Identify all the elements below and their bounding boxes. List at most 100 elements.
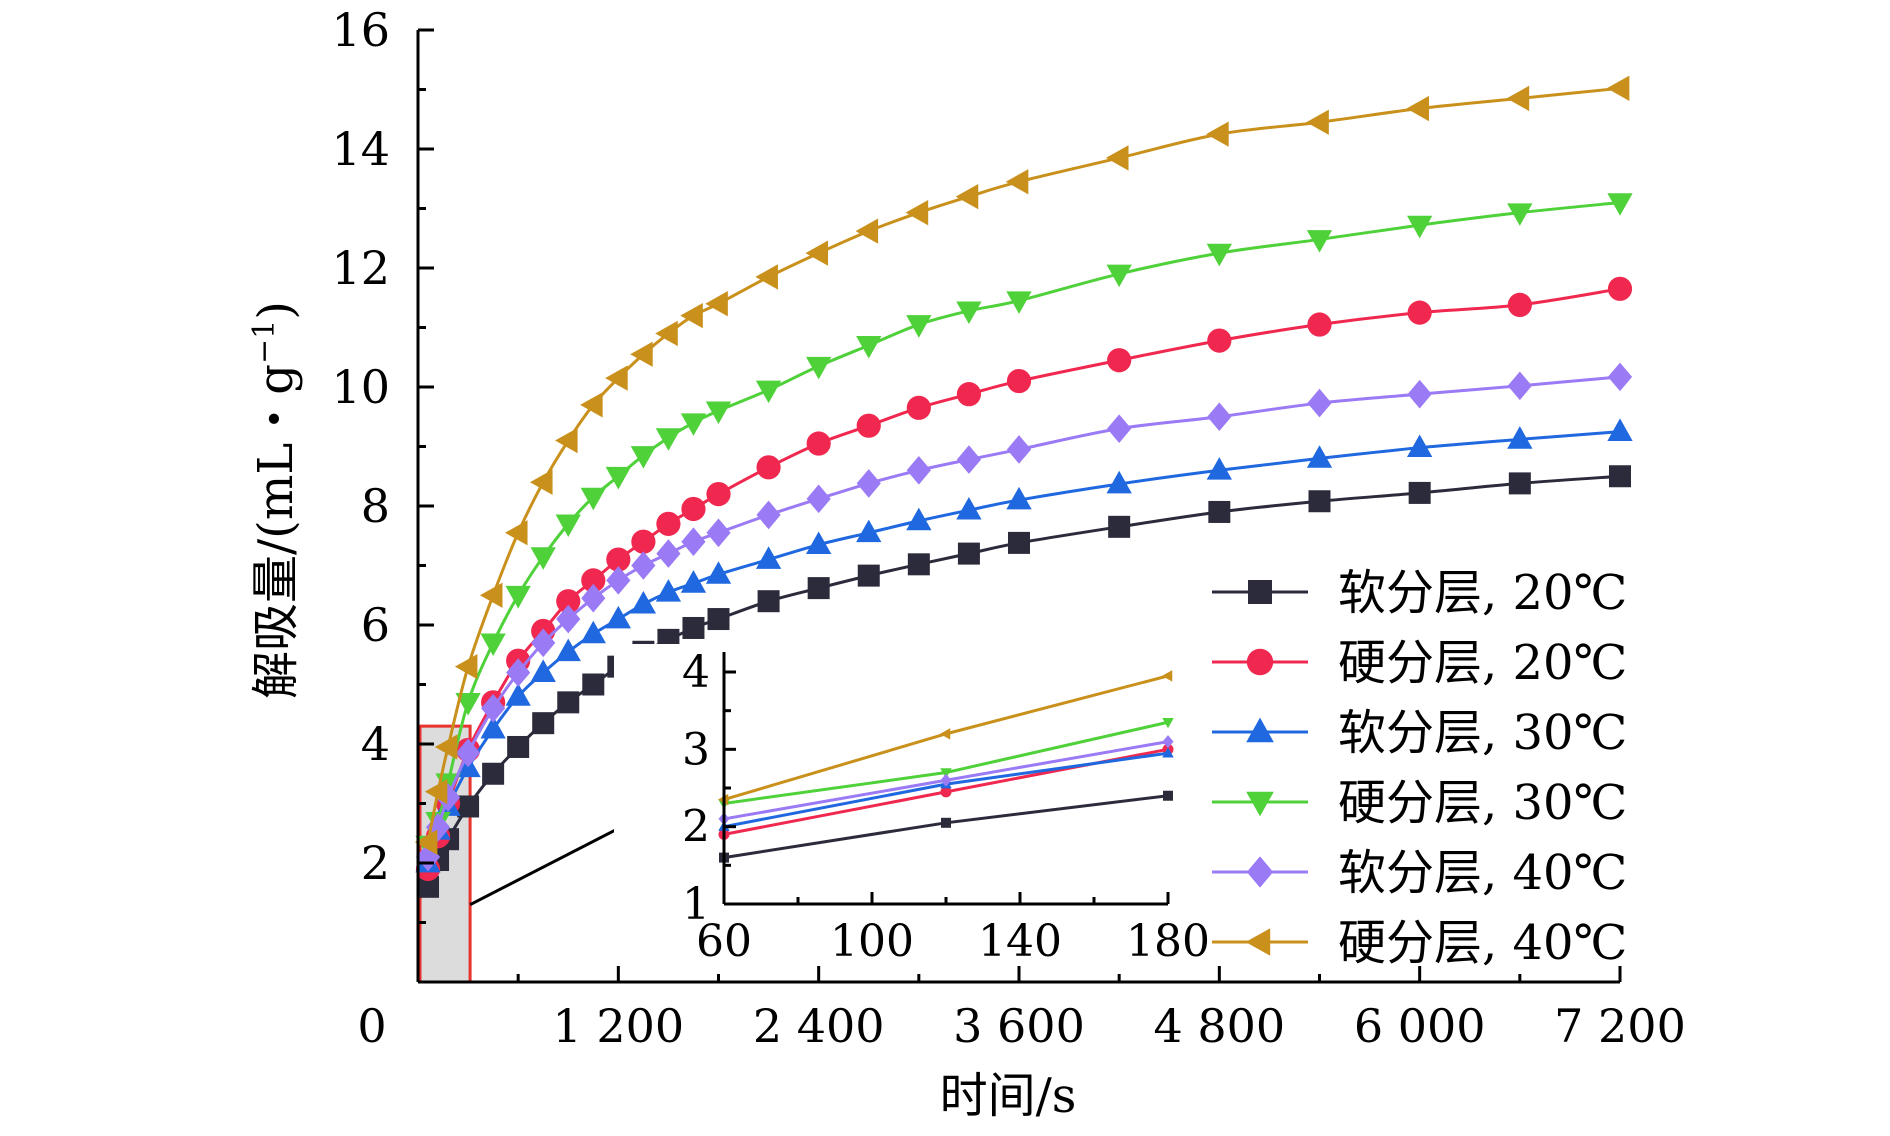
data-point	[1307, 312, 1332, 337]
data-point	[480, 715, 506, 739]
data-point	[1108, 515, 1131, 538]
legend-label: 软分层, 40℃	[1338, 845, 1627, 901]
x-ticks: 0 1 200 2 400 3 600 4 800 6 000 7 200	[357, 966, 1686, 1053]
y-tick-label: 4	[361, 717, 390, 771]
data-point	[805, 240, 829, 266]
data-point	[1507, 426, 1533, 449]
inset-x-ticks: 60 100 140 180	[696, 892, 1210, 967]
data-point	[605, 365, 628, 391]
data-point	[755, 546, 782, 569]
data-point	[582, 673, 605, 696]
data-point	[1606, 75, 1630, 101]
data-point	[655, 320, 678, 347]
legend-marker	[1245, 928, 1271, 956]
legend-marker	[1246, 717, 1274, 743]
data-point	[417, 875, 440, 898]
data-point	[1508, 472, 1531, 495]
data-point	[856, 519, 882, 543]
legend-label: 硬分层, 30℃	[1338, 775, 1627, 831]
data-point	[1407, 379, 1432, 409]
data-point	[705, 291, 728, 317]
legend-marker	[1246, 791, 1274, 817]
inset-data-point	[1163, 790, 1173, 801]
data-point	[555, 514, 581, 538]
data-point	[481, 694, 506, 723]
x-axis-title: 时间/s	[940, 1068, 1077, 1124]
data-point	[806, 356, 832, 380]
data-point	[1206, 243, 1232, 267]
y-tick-label: 2	[361, 836, 390, 890]
x-tick-label: 0	[357, 999, 386, 1053]
data-point	[1306, 445, 1333, 468]
data-point	[906, 315, 932, 338]
data-point	[1407, 215, 1433, 239]
data-point	[507, 735, 530, 758]
data-point	[1607, 193, 1633, 216]
data-point	[1006, 291, 1032, 314]
data-point	[455, 693, 481, 716]
inset-data-point	[940, 786, 952, 798]
inset-data-point	[1162, 718, 1174, 729]
data-point	[1106, 470, 1132, 494]
data-point	[606, 566, 631, 595]
data-point	[1006, 435, 1032, 464]
legend-item: 硬分层, 40℃	[1212, 915, 1627, 971]
legend-item: 硬分层, 20℃	[1212, 635, 1627, 691]
legend-label: 软分层, 30℃	[1338, 705, 1627, 761]
legend-marker	[1246, 856, 1274, 888]
x-tick-label: 4 800	[1153, 999, 1285, 1053]
data-point	[630, 590, 657, 614]
data-point	[556, 589, 581, 614]
data-point	[531, 628, 556, 658]
inset-y-ticks: 1 2 3 4	[682, 647, 736, 930]
data-point	[555, 638, 581, 662]
data-point	[681, 527, 706, 556]
data-point	[1408, 481, 1431, 504]
data-point	[1306, 230, 1333, 253]
data-point	[856, 413, 881, 438]
data-point	[1607, 276, 1633, 301]
data-point	[856, 336, 882, 359]
data-point	[1107, 414, 1132, 443]
data-point	[857, 564, 880, 587]
data-point	[1207, 402, 1232, 432]
data-point	[557, 691, 580, 714]
data-point	[1105, 145, 1129, 171]
x-tick-label: 1 200	[552, 999, 684, 1053]
data-point	[807, 577, 830, 600]
data-point	[506, 658, 531, 687]
legend-item: 软分层, 30℃	[1212, 705, 1627, 761]
legend-label: 硬分层, 40℃	[1338, 915, 1627, 971]
data-point	[480, 633, 506, 657]
data-point	[1607, 418, 1633, 441]
data-point	[957, 542, 980, 565]
data-point	[906, 507, 932, 531]
data-point	[956, 301, 982, 325]
inset-data-point	[1162, 735, 1174, 749]
y-tick-label: 10	[331, 360, 390, 414]
data-point	[1306, 109, 1329, 135]
data-point	[580, 392, 603, 418]
data-point	[680, 570, 707, 593]
data-point	[1507, 203, 1533, 226]
data-point	[630, 341, 653, 367]
inset-data-point	[941, 817, 951, 828]
data-point	[556, 604, 581, 634]
inset-x-tick-label: 180	[1126, 916, 1210, 967]
y-tick-label: 6	[361, 598, 390, 652]
data-point	[755, 264, 778, 290]
data-point	[581, 568, 606, 593]
legend-label: 硬分层, 20℃	[1338, 635, 1627, 691]
series-line	[426, 474, 1621, 888]
data-point	[434, 734, 458, 760]
y-axis-title-close: )	[248, 301, 304, 320]
data-point	[555, 427, 578, 454]
inset-data-point	[940, 768, 952, 779]
data-point	[905, 200, 929, 226]
data-point	[656, 539, 681, 568]
data-point	[580, 620, 606, 644]
data-point	[530, 659, 556, 682]
